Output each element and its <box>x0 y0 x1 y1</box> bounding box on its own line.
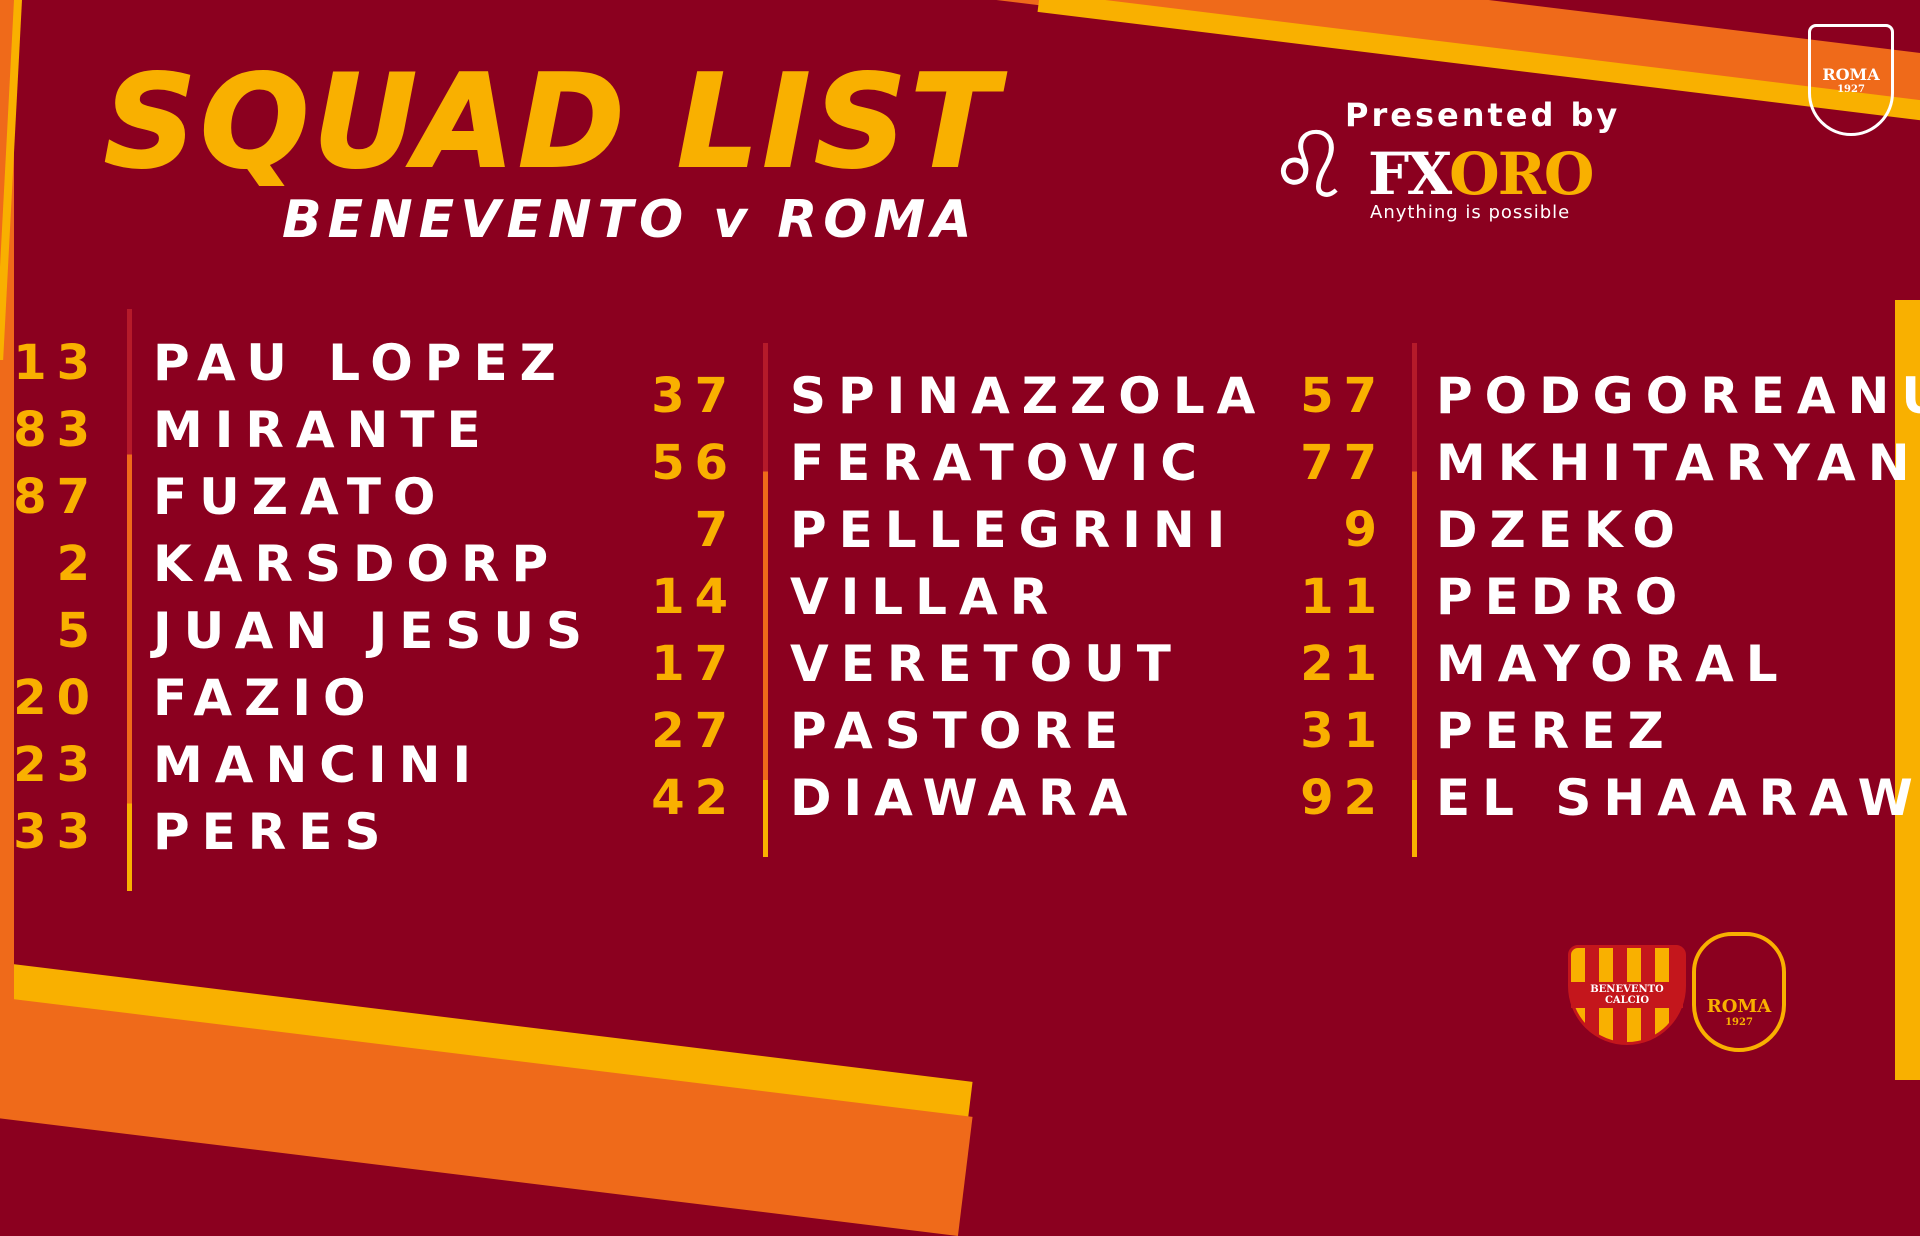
player-number: 5 <box>56 603 100 659</box>
brand-fx: FX <box>1368 140 1451 208</box>
player-number: 21 <box>1300 636 1387 692</box>
sponsor-tagline: Anything is possible <box>1370 202 1571 223</box>
brand-oro: ORO <box>1449 140 1594 208</box>
player-name: DZEKO <box>1436 501 1687 559</box>
page-title: SQUAD LIST <box>103 47 1002 198</box>
player-number: 33 <box>13 804 100 860</box>
player-number: 31 <box>1300 703 1387 759</box>
player-number: 17 <box>651 636 738 692</box>
player-name: VILLAR <box>790 568 1061 626</box>
presented-by-label: Presented by <box>1345 96 1621 134</box>
player-name: VERETOUT <box>790 635 1183 693</box>
lion-icon: ♌ <box>1268 112 1351 219</box>
player-name: DIAWARA <box>790 769 1140 827</box>
player-number: 13 <box>13 335 100 391</box>
player-number: 20 <box>13 670 100 726</box>
player-number: 27 <box>651 703 738 759</box>
match-subtitle: BENEVENTO v ROMA <box>282 190 978 250</box>
player-number: 14 <box>651 569 738 625</box>
player-name: MKHITARYAN <box>1436 434 1920 492</box>
player-name: PODGOREANU <box>1436 367 1920 425</box>
roma-crest-icon: ROMA 1927 <box>1692 932 1786 1052</box>
player-number: 77 <box>1300 435 1387 491</box>
column-divider <box>763 343 768 857</box>
player-number: 57 <box>1300 368 1387 424</box>
player-name: MANCINI <box>153 736 484 794</box>
player-name: MAYORAL <box>1436 635 1790 693</box>
player-name: SPINAZZOLA <box>790 367 1268 425</box>
crest-year: 1927 <box>1837 84 1865 95</box>
player-number: 87 <box>13 469 100 525</box>
crest-text: ROMA <box>1706 996 1772 1017</box>
player-name: PASTORE <box>790 702 1131 760</box>
player-number: 7 <box>694 502 738 558</box>
player-name: FERATOVIC <box>790 434 1209 492</box>
player-number: 9 <box>1343 502 1387 558</box>
player-name: EL SHAARAWY <box>1436 769 1920 827</box>
player-name: PAU LOPEZ <box>153 334 568 392</box>
player-number: 23 <box>13 737 100 793</box>
player-number: 42 <box>651 770 738 826</box>
player-name: FUZATO <box>153 468 448 526</box>
player-number: 83 <box>13 402 100 458</box>
player-name: PEDRO <box>1436 568 1690 626</box>
player-number: 2 <box>56 536 100 592</box>
player-name: PEREZ <box>1436 702 1676 760</box>
column-divider <box>127 309 132 891</box>
roma-crest-top-icon: ROMA 1927 <box>1808 24 1894 136</box>
player-number: 11 <box>1300 569 1387 625</box>
crest-text: ROMA <box>1822 65 1880 84</box>
player-name: KARSDORP <box>153 535 561 593</box>
player-number: 92 <box>1300 770 1387 826</box>
crest-text: BENEVENTO CALCIO <box>1571 982 1683 1008</box>
player-name: MIRANTE <box>153 401 493 459</box>
player-number: 37 <box>651 368 738 424</box>
column-divider <box>1412 343 1417 857</box>
player-name: PERES <box>153 803 393 861</box>
player-name: FAZIO <box>153 669 378 727</box>
player-name: PELLEGRINI <box>790 501 1238 559</box>
crest-year: 1927 <box>1725 1017 1753 1028</box>
player-number: 56 <box>651 435 738 491</box>
player-name: JUAN JESUS <box>153 602 594 660</box>
benevento-crest-icon: BENEVENTO CALCIO <box>1568 945 1686 1045</box>
